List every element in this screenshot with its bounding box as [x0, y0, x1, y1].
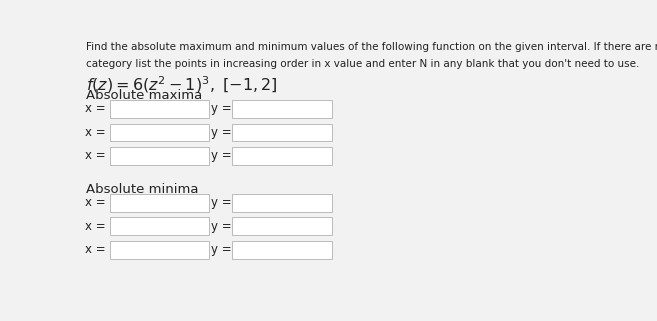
Text: $f(z) = 6(z^2 - 1)^3,\ [-1, 2]$: $f(z) = 6(z^2 - 1)^3,\ [-1, 2]$ [86, 74, 278, 95]
Text: y =: y = [211, 220, 231, 233]
FancyBboxPatch shape [110, 194, 210, 212]
FancyBboxPatch shape [110, 217, 210, 235]
FancyBboxPatch shape [233, 217, 332, 235]
Text: y =: y = [211, 196, 231, 209]
Text: x =: x = [85, 196, 106, 209]
Text: x =: x = [85, 102, 106, 116]
Text: x =: x = [85, 243, 106, 256]
Text: Absolute maxima: Absolute maxima [86, 89, 202, 102]
Text: x =: x = [85, 150, 106, 162]
Text: Find the absolute maximum and minimum values of the following function on the gi: Find the absolute maximum and minimum va… [86, 42, 657, 52]
Text: y =: y = [211, 126, 231, 139]
FancyBboxPatch shape [233, 241, 332, 259]
FancyBboxPatch shape [110, 100, 210, 118]
FancyBboxPatch shape [110, 147, 210, 165]
Text: y =: y = [211, 102, 231, 116]
FancyBboxPatch shape [233, 194, 332, 212]
FancyBboxPatch shape [110, 241, 210, 259]
FancyBboxPatch shape [233, 124, 332, 141]
FancyBboxPatch shape [233, 147, 332, 165]
Text: category list the points in increasing order in x value and enter N in any blank: category list the points in increasing o… [86, 59, 639, 69]
FancyBboxPatch shape [110, 124, 210, 141]
Text: x =: x = [85, 220, 106, 233]
Text: x =: x = [85, 126, 106, 139]
Text: Absolute minima: Absolute minima [86, 183, 198, 196]
Text: y =: y = [211, 243, 231, 256]
FancyBboxPatch shape [233, 100, 332, 118]
Text: y =: y = [211, 150, 231, 162]
